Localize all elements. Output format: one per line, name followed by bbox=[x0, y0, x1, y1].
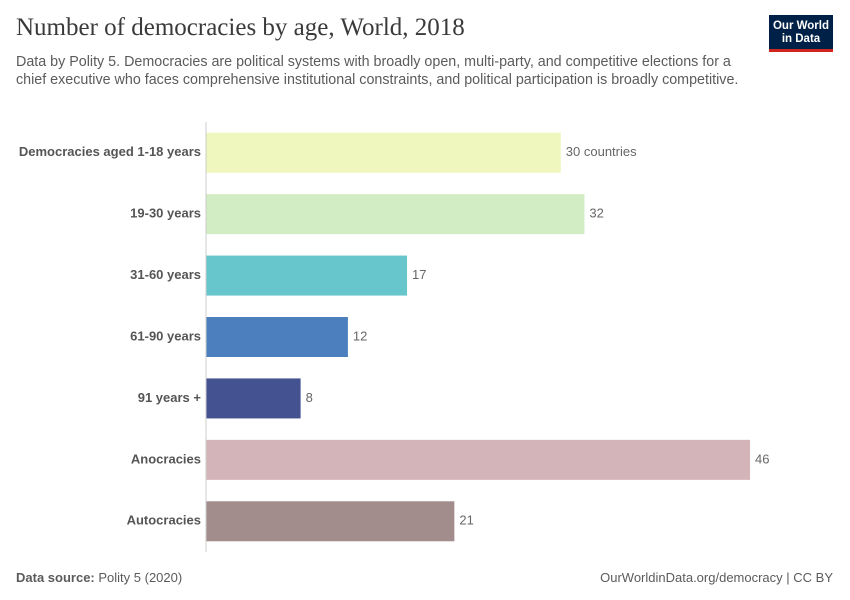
y-tick-label: 19-30 years bbox=[130, 206, 201, 221]
value-label: 32 bbox=[589, 206, 603, 221]
value-label: 17 bbox=[412, 267, 426, 282]
value-label: 30 countries bbox=[566, 144, 637, 159]
bar bbox=[206, 132, 561, 173]
bar bbox=[206, 378, 301, 419]
bar bbox=[206, 317, 348, 357]
y-tick-label: 61-90 years bbox=[130, 328, 201, 343]
logo[interactable]: Our World in Data bbox=[769, 15, 833, 52]
y-tick-label: Autocracies bbox=[127, 513, 201, 528]
source-text: Polity 5 (2020) bbox=[98, 570, 183, 585]
source-label: Data source: bbox=[16, 570, 95, 585]
logo-line: in Data bbox=[781, 33, 821, 45]
bar bbox=[206, 439, 750, 480]
y-tick-label: 31-60 years bbox=[130, 267, 201, 282]
y-tick-label: Anocracies bbox=[131, 451, 201, 466]
y-tick-label: 91 years + bbox=[138, 390, 202, 405]
logo-line: Our World bbox=[772, 20, 829, 32]
bar bbox=[206, 501, 455, 542]
value-label: 46 bbox=[755, 451, 769, 466]
y-tick-label: Democracies aged 1-18 years bbox=[19, 144, 201, 159]
chart: Democracies aged 1-18 years 30 countries 1… bbox=[19, 122, 769, 552]
footer-link[interactable]: OurWorldinData.org/democracy | CC BY bbox=[600, 570, 833, 585]
bar bbox=[206, 194, 585, 235]
value-label: 8 bbox=[306, 390, 313, 405]
chart-title: Number of democracies by age, World, 201… bbox=[16, 14, 465, 41]
footer-source: Data source: Polity 5 (2020) bbox=[16, 570, 182, 585]
chart-subtitle: Data by Polity 5. Democracies are politi… bbox=[16, 54, 739, 88]
value-label: 12 bbox=[353, 328, 367, 343]
value-label: 21 bbox=[459, 513, 473, 528]
bar bbox=[206, 255, 408, 296]
